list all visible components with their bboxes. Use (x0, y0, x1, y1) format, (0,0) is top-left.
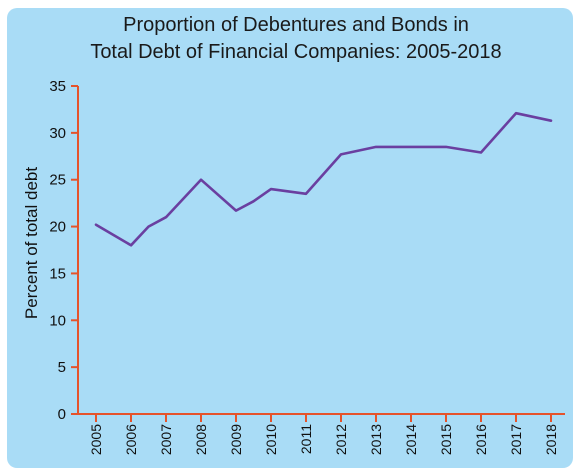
y-axis-label: Percent of total debt (22, 167, 41, 319)
x-tick-label: 2014 (403, 424, 419, 455)
x-tick-label: 2013 (368, 424, 384, 455)
x-ticks: 2005 2006 2007 2008 2009 2010 2011 2012 2013 2014… (88, 414, 559, 455)
y-tick-label: 10 (49, 312, 66, 329)
x-tick-label: 2008 (193, 424, 209, 455)
y-ticks: 0 5 10 15 20 25 30 35 (49, 78, 78, 423)
x-tick-label: 2017 (508, 424, 524, 455)
y-tick-label: 5 (58, 359, 66, 376)
corner-mark (0, 0, 14, 14)
axes (77, 86, 565, 415)
y-tick-label: 30 (49, 125, 66, 142)
y-tick-label: 0 (58, 406, 66, 423)
series-line (94, 111, 553, 247)
x-tick-label: 2006 (123, 424, 139, 455)
y-tick-label: 25 (49, 172, 66, 189)
y-tick-label: 20 (49, 219, 66, 236)
x-tick-label: 2009 (228, 424, 244, 455)
x-tick-label: 2015 (438, 424, 454, 455)
x-tick-label: 2007 (158, 424, 174, 455)
y-tick-label: 35 (49, 78, 66, 95)
x-tick-label: 2011 (298, 424, 314, 454)
chart-panel (7, 8, 573, 468)
x-tick-label: 2012 (333, 424, 349, 455)
x-tick-label: 2016 (473, 424, 489, 455)
x-tick-label: 2005 (88, 424, 104, 455)
chart-title-line-1: Proportion of Debentures and Bonds in (123, 14, 469, 36)
chart-title-line-2: Total Debt of Financial Companies: 2005-… (90, 41, 501, 63)
y-tick-label: 15 (49, 265, 66, 282)
series (94, 111, 553, 247)
x-tick-label: 2010 (263, 424, 279, 455)
x-tick-label: 2018 (543, 424, 559, 455)
